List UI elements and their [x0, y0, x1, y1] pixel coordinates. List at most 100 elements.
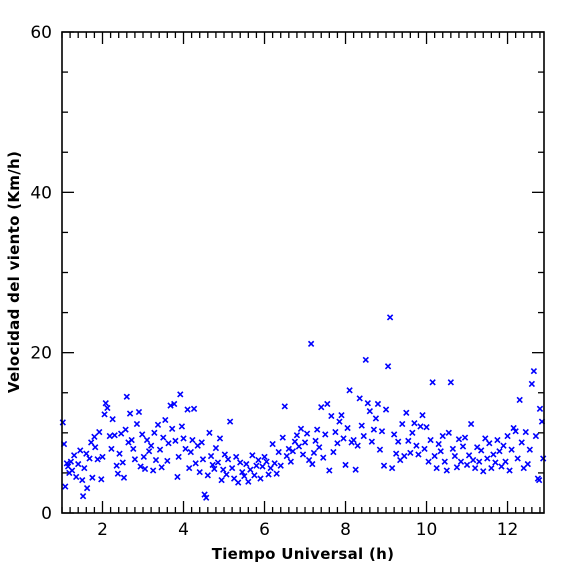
data-point [131, 456, 139, 463]
data-point [403, 409, 410, 416]
data-point [263, 458, 270, 465]
x-tick-label: 4 [178, 520, 189, 540]
data-point [510, 424, 517, 432]
data-point [116, 450, 123, 457]
data-point [271, 460, 278, 467]
data-point [81, 464, 88, 472]
data-point [261, 453, 268, 461]
data-point [204, 472, 211, 479]
data-point [370, 426, 378, 433]
data-point [114, 470, 122, 477]
data-point [342, 461, 349, 469]
data-point [449, 445, 457, 453]
data-point [87, 439, 95, 446]
data-point [352, 466, 359, 473]
data-point [356, 395, 363, 402]
data-point [223, 471, 230, 478]
data-point [376, 446, 384, 453]
data-point [447, 379, 455, 386]
data-point [488, 464, 495, 472]
data-point [401, 452, 408, 460]
data-point [336, 418, 343, 425]
data-point [156, 446, 164, 453]
data-point [151, 429, 158, 436]
data-point [237, 459, 244, 466]
data-point [186, 464, 193, 472]
data-point [269, 440, 276, 448]
data-point [265, 471, 272, 478]
data-point [285, 445, 292, 453]
data-point [180, 435, 187, 442]
axis-ticks [61, 31, 544, 514]
data-point [169, 425, 176, 432]
plot-frame [61, 31, 545, 514]
data-point [461, 434, 469, 441]
data-point [378, 428, 386, 435]
data-point [83, 450, 90, 457]
data-point [324, 400, 331, 408]
data-point [130, 445, 137, 453]
data-points [59, 314, 547, 501]
data-point [368, 438, 376, 445]
data-point [273, 470, 280, 477]
data-point [189, 436, 196, 444]
data-point [167, 402, 174, 409]
data-point [99, 453, 106, 461]
data-point [102, 400, 109, 407]
data-point [469, 456, 477, 464]
data-point [172, 437, 179, 445]
data-point [106, 432, 113, 440]
data-point [453, 464, 461, 471]
data-point [316, 444, 323, 451]
data-point [137, 463, 144, 470]
data-point [221, 451, 228, 458]
data-point [86, 455, 93, 462]
data-point [471, 464, 479, 472]
data-point [233, 453, 240, 461]
data-point [518, 439, 525, 446]
data-point [407, 449, 414, 457]
y-tick-label: 20 [30, 344, 52, 364]
data-point [128, 436, 135, 444]
data-point [482, 435, 489, 442]
data-point [135, 408, 143, 416]
data-point [289, 448, 297, 455]
data-point [94, 456, 101, 463]
data-point [480, 468, 487, 475]
data-point [490, 451, 497, 458]
data-point [119, 459, 126, 466]
data-point [196, 468, 203, 476]
y-tick-label: 40 [30, 183, 52, 203]
data-point [228, 464, 236, 472]
data-point [249, 452, 256, 459]
data-point [502, 458, 509, 465]
data-point [211, 465, 218, 473]
data-point [295, 443, 303, 450]
data-point [73, 473, 80, 481]
data-point [419, 412, 426, 419]
data-point [281, 403, 288, 410]
data-point [535, 476, 543, 484]
data-point [126, 410, 134, 417]
data-point [299, 451, 307, 458]
data-point [500, 442, 507, 449]
data-point [277, 462, 284, 469]
x-tick-label: 2 [97, 520, 108, 540]
data-point [459, 443, 467, 450]
data-point [380, 462, 388, 469]
data-point [532, 432, 540, 440]
data-point [171, 400, 178, 408]
data-point [310, 449, 318, 457]
data-point [344, 424, 351, 432]
data-point [409, 429, 416, 436]
data-point [425, 458, 432, 465]
data-point [486, 440, 493, 447]
data-point [506, 467, 513, 474]
data-point [79, 476, 86, 484]
data-point [395, 438, 402, 445]
data-point [382, 406, 390, 413]
data-point [287, 458, 295, 465]
data-point [164, 457, 171, 465]
data-point [101, 411, 108, 418]
